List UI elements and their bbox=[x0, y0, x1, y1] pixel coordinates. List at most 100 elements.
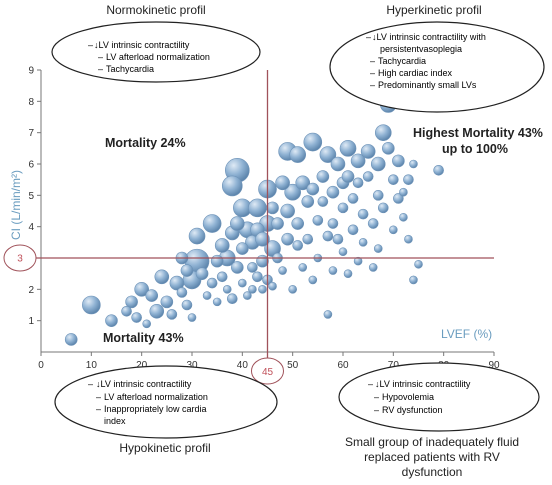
svg-text:–: – bbox=[370, 68, 375, 78]
bubble-point bbox=[149, 303, 165, 319]
svg-text:–: – bbox=[366, 32, 371, 42]
bubble-point bbox=[330, 156, 346, 172]
bubble-point bbox=[222, 285, 232, 294]
bubble-point bbox=[373, 244, 383, 253]
svg-text:–: – bbox=[96, 392, 101, 402]
bubble-point bbox=[388, 174, 399, 185]
bubble-point bbox=[291, 217, 305, 230]
bubble-point bbox=[289, 146, 307, 163]
y-tick-labels: 123456789 bbox=[28, 66, 41, 327]
y-tick-label: 6 bbox=[28, 160, 34, 171]
bubble-point bbox=[374, 124, 392, 141]
bubble-point bbox=[281, 232, 294, 246]
svg-text:–: – bbox=[370, 80, 375, 90]
bubble-point bbox=[347, 193, 359, 204]
mortality-top-left: Mortality 24% bbox=[105, 136, 186, 150]
mortality-bottom-left: Mortality 43% bbox=[103, 331, 184, 345]
bubble-point bbox=[332, 233, 344, 245]
bubble-point bbox=[308, 275, 318, 285]
bubble-point bbox=[319, 146, 337, 163]
bubble-point bbox=[268, 281, 277, 291]
svg-text:–: – bbox=[88, 379, 93, 389]
bubble-point bbox=[134, 282, 149, 297]
bubble-point bbox=[255, 231, 270, 247]
bubble-point bbox=[433, 164, 444, 176]
profile-item: RV dysfunction bbox=[382, 405, 442, 415]
bubble-point bbox=[347, 224, 359, 236]
bubble-point bbox=[381, 142, 395, 155]
bubble-point bbox=[414, 259, 423, 269]
profile-item: ↓LV intrinsic contractility bbox=[96, 379, 192, 389]
svg-text:–: – bbox=[374, 405, 379, 415]
profile-item: LV afterload normalization bbox=[106, 52, 210, 62]
profile-item: Tachycardia bbox=[106, 64, 154, 74]
bubble-point bbox=[266, 201, 279, 215]
bubble-point bbox=[202, 214, 222, 233]
svg-text:–: – bbox=[98, 52, 103, 62]
profile-box-bottom-right: – ↓LV intrinsic contractility – Hypovole… bbox=[338, 362, 540, 432]
bubble-point bbox=[317, 196, 329, 207]
bubble-point bbox=[82, 295, 101, 315]
x-tick-label: 60 bbox=[337, 360, 349, 371]
y-tick-label: 1 bbox=[28, 316, 34, 327]
profile-item: persistentvasoplegia bbox=[380, 44, 462, 54]
bubble-point bbox=[212, 297, 222, 307]
bubble-point bbox=[258, 285, 267, 294]
profile-box-bottom-left: – ↓LV intrinsic contractility – LV after… bbox=[54, 365, 278, 439]
bubble-point bbox=[328, 266, 338, 275]
x-tick-label: 40 bbox=[237, 360, 249, 371]
mortality-top-right-line1: Highest Mortality 43% bbox=[413, 126, 543, 140]
profile-box-top-right: – ↓LV intrinsic contractility with persi… bbox=[329, 21, 545, 113]
profile-item: High cardiac index bbox=[378, 68, 453, 78]
bubble-series bbox=[64, 96, 444, 346]
bubble-point bbox=[301, 195, 315, 208]
bubble-point bbox=[339, 140, 357, 157]
bubble-point bbox=[154, 269, 170, 285]
x-tick-label: 20 bbox=[136, 360, 148, 371]
profile-item: ↓LV intrinsic contractility with bbox=[372, 32, 486, 42]
bubble-point bbox=[160, 295, 174, 309]
y-tick-label: 4 bbox=[28, 222, 34, 233]
bubble-point bbox=[399, 187, 408, 197]
profile-item: ↓LV intrinsic contractility bbox=[375, 379, 471, 389]
y-tick-label: 2 bbox=[28, 285, 34, 296]
profile-title-bottom-left: Hypokinetic profil bbox=[119, 441, 210, 455]
bubble-point bbox=[358, 238, 368, 247]
bubble-point bbox=[64, 333, 78, 346]
bubble-point bbox=[206, 277, 218, 289]
bubble-point bbox=[180, 264, 194, 277]
profile-item: Predominantly small LVs bbox=[378, 80, 477, 90]
bubble-point bbox=[316, 170, 330, 183]
ci-threshold-label: 3 bbox=[17, 254, 23, 265]
profile-item: ↓LV intrinsic contractility bbox=[94, 40, 190, 50]
bubble-point bbox=[326, 185, 340, 199]
bubble-point bbox=[125, 295, 138, 309]
profile-item: LV afterload normalization bbox=[104, 392, 208, 402]
bubble-point bbox=[226, 293, 238, 305]
svg-text:–: – bbox=[98, 64, 103, 74]
bubble-point bbox=[404, 234, 413, 244]
bubble-point bbox=[142, 319, 151, 329]
profile-title-top-left: Normokinetic profil bbox=[106, 3, 205, 17]
profile-box-top-left: ↓LV intrinsic contractility LV afterload… bbox=[51, 21, 261, 83]
bubble-point bbox=[357, 208, 369, 220]
profile-title-bottom-right-line2: replaced patients with RV bbox=[364, 450, 500, 464]
bubble-point bbox=[252, 271, 263, 283]
bubble-point bbox=[248, 198, 267, 218]
bubble-point bbox=[368, 263, 378, 272]
bubble-point bbox=[278, 266, 287, 275]
bubble-point bbox=[243, 291, 252, 300]
ci-threshold-marker bbox=[3, 244, 37, 272]
bubble-point bbox=[166, 309, 178, 320]
bubble-point bbox=[337, 202, 349, 214]
bubble-point bbox=[210, 254, 224, 268]
bubble-point bbox=[377, 202, 389, 214]
bubble-point bbox=[230, 216, 245, 231]
y-tick-label: 7 bbox=[28, 128, 34, 139]
x-tick-label: 90 bbox=[488, 360, 500, 371]
bubble-point bbox=[176, 287, 188, 298]
bubble-point bbox=[409, 275, 418, 285]
x-tick-label: 10 bbox=[86, 360, 98, 371]
bubble-point bbox=[353, 256, 363, 266]
bubble-point bbox=[195, 267, 209, 280]
